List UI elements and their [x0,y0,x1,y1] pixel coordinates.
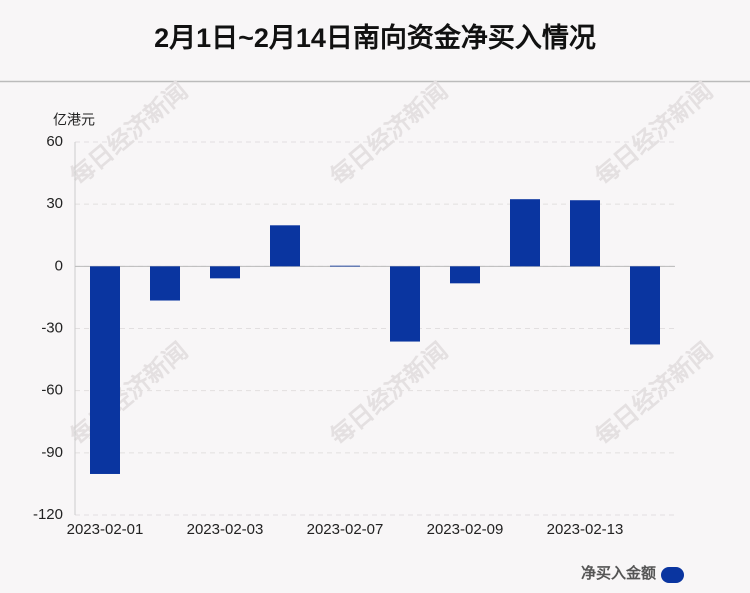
y-tick-label: 0 [55,257,63,274]
bar [390,266,420,342]
x-tick-label: 2023-02-13 [547,521,624,538]
legend-label: 净买入金额 [581,564,656,582]
bar [510,199,540,267]
bar [270,225,300,267]
bar [630,266,660,345]
x-tick-label: 2023-02-03 [187,521,264,538]
chart-title: 2月1日~2月14日南向资金净买入情况 [154,22,596,53]
bar [150,266,180,301]
x-tick-label: 2023-02-01 [67,521,144,538]
bar [330,265,360,267]
x-tick-label: 2023-02-07 [307,521,384,538]
y-tick-label: -120 [33,506,63,523]
legend-swatch [661,567,684,583]
y-tick-label: -90 [41,444,63,461]
y-tick-label: -30 [41,319,63,336]
y-tick-label: 30 [46,195,63,212]
y-tick-label: 60 [46,133,63,150]
y-tick-label: -60 [41,382,63,399]
x-tick-label: 2023-02-09 [427,521,504,538]
bar [450,266,480,284]
bar [210,266,240,279]
y-unit: 亿港元 [53,112,95,128]
bar [570,200,600,267]
bar [90,266,120,474]
